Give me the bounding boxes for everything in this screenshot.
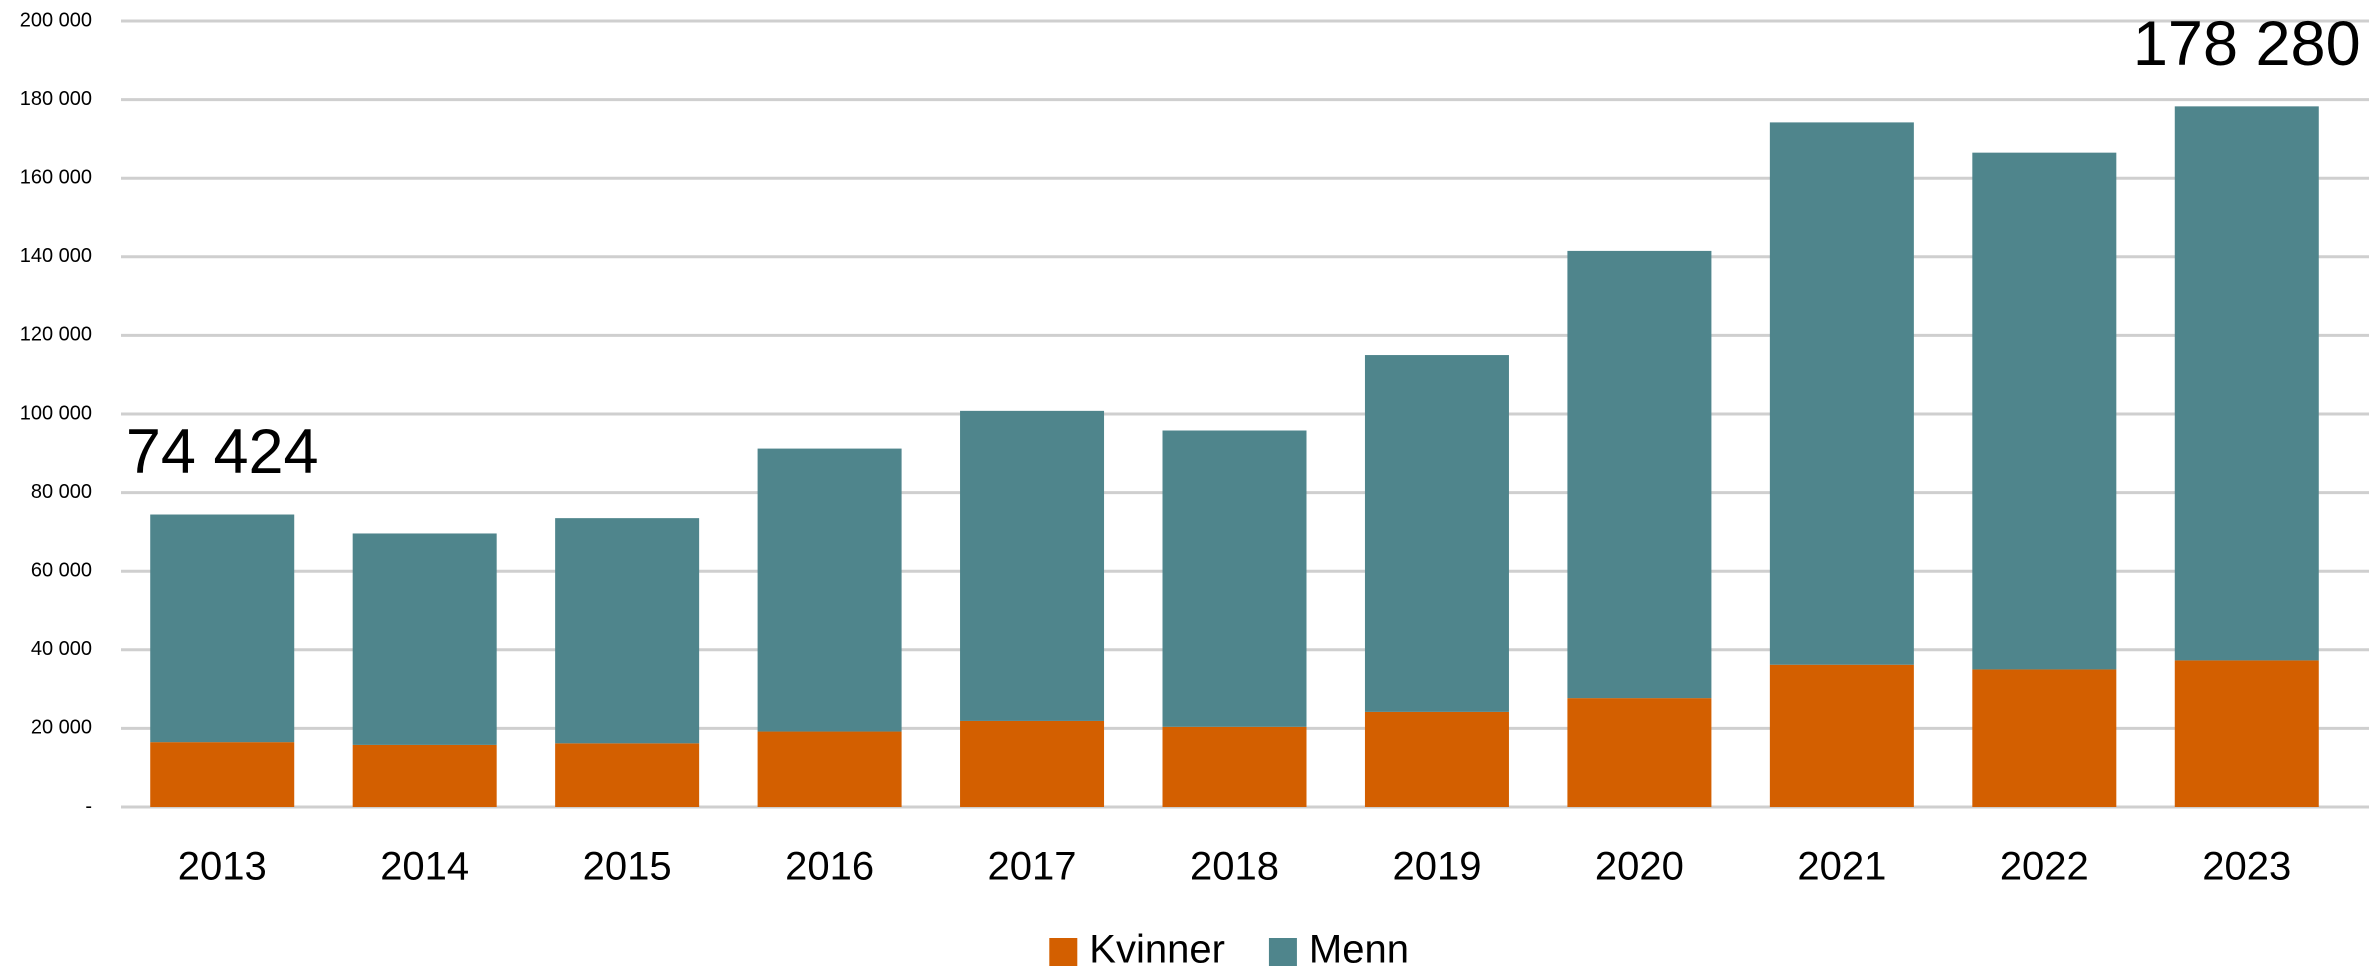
- bar-segment: [1972, 669, 2117, 807]
- bar-segment: [757, 731, 902, 807]
- bar-segment: [757, 448, 902, 732]
- y-tick-label: 120 000: [20, 324, 92, 346]
- x-tick-label: 2015: [583, 845, 672, 889]
- bar-segment: [960, 410, 1105, 721]
- x-tick-label: 2020: [1595, 845, 1684, 889]
- legend-label: Kvinner: [1089, 928, 1225, 972]
- x-tick-label: 2017: [988, 845, 1077, 889]
- legend-label: Menn: [1309, 928, 1409, 972]
- bar-segment: [2174, 106, 2319, 661]
- bar-segment: [1364, 355, 1509, 712]
- bar-segment: [150, 514, 295, 743]
- bar-segment: [352, 744, 497, 807]
- y-tick-label: 40 000: [31, 638, 92, 660]
- y-tick-label: 80 000: [31, 481, 92, 503]
- y-tick-label: -: [85, 795, 92, 817]
- x-tick-label: 2019: [1392, 845, 1481, 889]
- bar-segment: [1364, 711, 1509, 807]
- x-tick-label: 2021: [1797, 845, 1886, 889]
- bar-segment: [1769, 664, 1914, 807]
- bar-segment: [960, 720, 1105, 807]
- y-tick-label: 100 000: [20, 402, 92, 424]
- bar-segment: [555, 743, 700, 807]
- bar-segment: [150, 742, 295, 807]
- x-tick-label: 2023: [2202, 845, 2291, 889]
- bar-segment: [1972, 152, 2117, 670]
- x-tick-label: 2018: [1190, 845, 1279, 889]
- bar-segment: [1769, 122, 1914, 665]
- x-tick-label: 2016: [785, 845, 874, 889]
- y-tick-label: 60 000: [31, 559, 92, 581]
- bar-segment: [1162, 430, 1307, 727]
- legend-swatch: [1049, 938, 1078, 966]
- y-tick-label: 140 000: [20, 245, 92, 267]
- legend-swatch: [1268, 938, 1297, 966]
- annotation: 178 280: [2133, 9, 2361, 79]
- bar-segment: [352, 533, 497, 745]
- y-tick-label: 180 000: [20, 88, 92, 110]
- annotation: 74 424: [126, 417, 319, 487]
- y-tick-label: 20 000: [31, 717, 92, 739]
- bar-segment: [1567, 698, 1712, 807]
- bar-segment: [1567, 250, 1712, 699]
- bar-segment: [2174, 660, 2319, 807]
- x-tick-label: 2013: [178, 845, 267, 889]
- y-tick-label: 200 000: [20, 9, 92, 31]
- x-tick-label: 2022: [2000, 845, 2089, 889]
- y-tick-label: 160 000: [20, 166, 92, 188]
- bar-segment: [555, 518, 700, 744]
- bar-segment: [1162, 726, 1307, 807]
- x-tick-label: 2014: [380, 845, 469, 889]
